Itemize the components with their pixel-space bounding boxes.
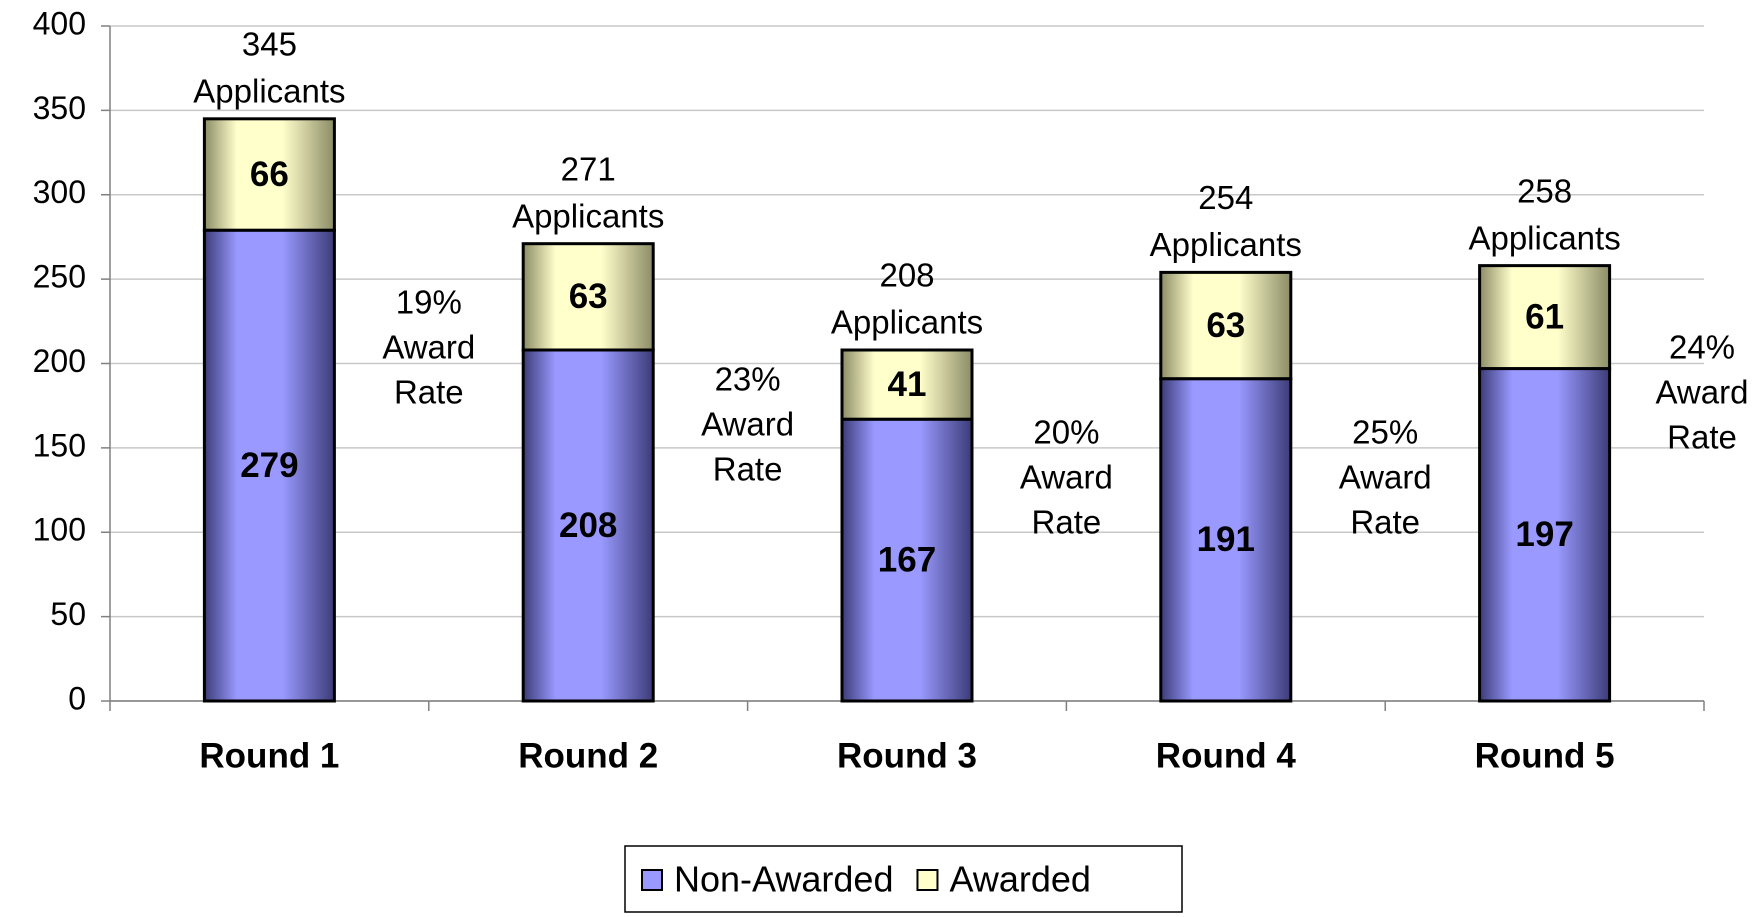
bar-segment [840,417,974,703]
bar-segment [1159,377,1293,703]
y-tick-label: 350 [33,90,86,126]
rate-label: Award [1020,459,1113,496]
y-tick-label: 200 [33,343,86,379]
data-label: 197 [1515,515,1573,554]
legend-label: Awarded [949,859,1090,900]
y-tick-label: 50 [50,596,86,632]
total-label: 254 [1198,179,1253,216]
legend-label: Non-Awarded [674,859,893,900]
rate-label: 19% [396,284,462,321]
total-label: 345 [242,26,297,63]
rate-label: 24% [1669,329,1735,366]
rate-label: 25% [1352,414,1418,451]
total-label: Applicants [831,304,983,341]
total-label: Applicants [193,73,345,110]
x-tick-label: Round 4 [1156,736,1297,775]
rate-label: Award [382,329,475,366]
bar-segment [840,348,974,421]
legend-swatch [641,869,663,891]
data-label: 63 [569,277,608,316]
bar-segment [1478,367,1612,703]
data-label: 167 [878,540,936,579]
data-label: 66 [250,155,289,194]
x-tick-label: Round 5 [1475,736,1615,775]
total-label: Applicants [512,197,664,234]
legend-swatch [916,869,939,891]
rate-label: Rate [1667,419,1737,456]
rate-label: Award [701,406,794,443]
rate-label: Award [1656,374,1749,411]
total-label: Applicants [1468,219,1620,256]
x-tick-label: Round 1 [199,736,339,775]
data-label: 191 [1197,520,1255,559]
legend-box [624,845,1183,913]
y-tick-label: 250 [33,259,86,295]
data-label: 61 [1525,297,1564,336]
y-tick-label: 150 [33,427,86,463]
bar-segment [1159,270,1293,381]
bar-segment [521,348,655,703]
rate-label: Rate [1032,504,1102,541]
y-tick-label: 300 [33,174,86,210]
y-tick-label: 400 [33,5,86,41]
bar-segment [1478,264,1612,371]
total-label: 208 [879,257,934,294]
rate-label: 23% [715,361,781,398]
data-label: 208 [559,506,617,545]
total-label: 258 [1517,172,1572,209]
legend: Non-Awarded Awarded [624,845,1183,913]
bar-segment [202,228,336,703]
rate-label: Rate [1350,504,1420,541]
rate-label: Rate [713,451,783,488]
y-tick-label: 100 [33,512,86,548]
rate-label: Rate [394,374,464,411]
bar-segment [202,117,336,232]
x-tick-label: Round 3 [837,736,977,775]
rate-label: 20% [1033,414,1099,451]
data-label: 41 [888,365,927,404]
rate-label: Award [1339,459,1432,496]
bar-segment [521,242,655,352]
data-label: 279 [240,446,298,485]
y-tick-label: 0 [68,680,86,716]
total-label: Applicants [1150,226,1302,263]
total-label: 271 [561,150,616,187]
x-tick-label: Round 2 [518,736,658,775]
data-label: 63 [1206,306,1245,345]
